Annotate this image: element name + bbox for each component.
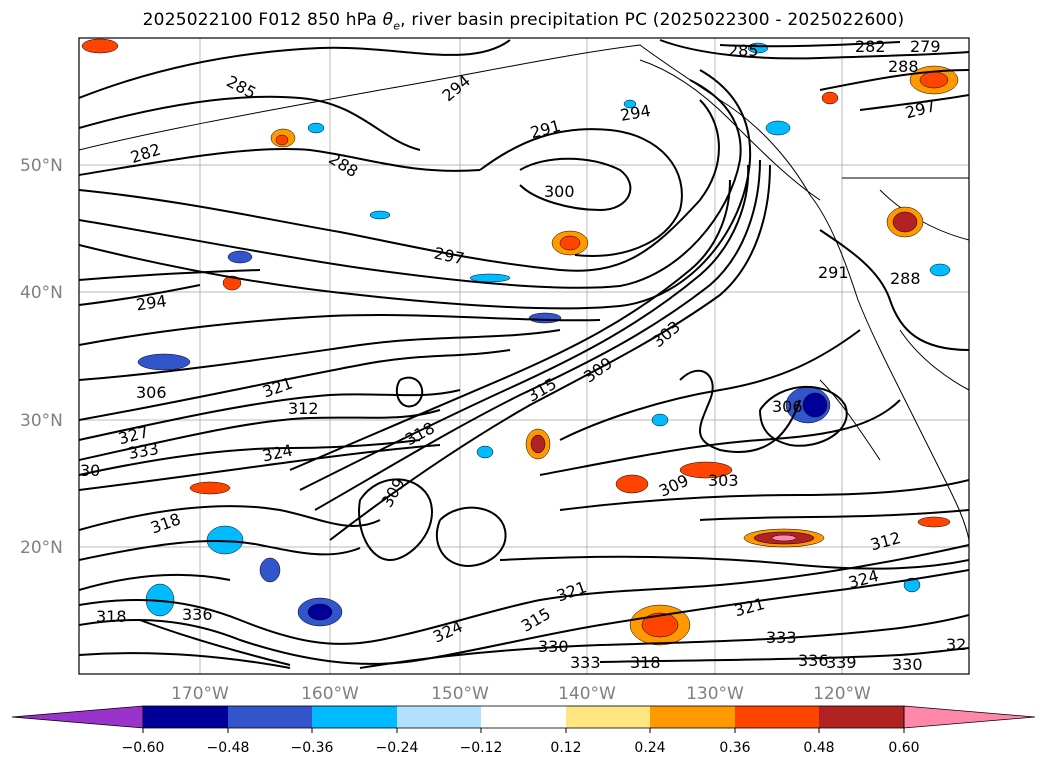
- contour-label: 294: [135, 291, 168, 314]
- contour-label: 318: [630, 653, 661, 672]
- colorbar-segment: [312, 706, 397, 728]
- lat-label: 40°N: [20, 283, 63, 303]
- colorbar-tick-label: −0.36: [291, 740, 334, 756]
- contour-label: 336: [182, 605, 213, 624]
- lat-label: 30°N: [20, 411, 63, 431]
- lon-label: 140°W: [558, 684, 616, 704]
- contour-label: 330: [892, 655, 923, 674]
- lon-label: 150°W: [431, 684, 489, 704]
- contour-label: 279: [910, 37, 941, 56]
- contour-label: 288: [888, 57, 919, 76]
- lon-label: 170°W: [171, 684, 229, 704]
- colorbar-tick-label: −0.24: [376, 740, 419, 756]
- contour-label: 30: [80, 461, 100, 480]
- colorbar-tick-label: 0.60: [888, 740, 919, 756]
- colorbar-tick-label: −0.12: [460, 740, 503, 756]
- contour-label: 285: [728, 41, 759, 60]
- title-symbol: θ: [382, 10, 394, 30]
- colorbar-segment: [735, 706, 819, 728]
- contour-label: 318: [96, 607, 127, 626]
- colorbar-tick-label: 0.36: [719, 740, 750, 756]
- colorbar-segment: [819, 706, 904, 728]
- colorbar: −0.60 −0.48 −0.36 −0.24 −0.12 0.12 0.24 …: [11, 705, 1036, 756]
- longitude-labels: 170°W 160°W 150°W 140°W 130°W 120°W: [171, 684, 871, 704]
- colorbar-extend-max: [903, 705, 1036, 729]
- contour-label: 312: [288, 399, 319, 418]
- contour-label: 32: [946, 635, 966, 654]
- colorbar-extend-min: [11, 705, 144, 729]
- map-title: 2025022100 F012 850 hPa θe, river basin …: [0, 10, 1047, 32]
- colorbar-segment: [650, 706, 735, 728]
- lat-label: 50°N: [20, 156, 63, 176]
- contour-label: 333: [570, 653, 601, 672]
- colorbar-tick-label: 0.12: [550, 740, 581, 756]
- lon-label: 160°W: [301, 684, 359, 704]
- contour-label: 336: [798, 651, 829, 670]
- contour-label: 333: [766, 628, 797, 647]
- contour-label: 282: [855, 37, 886, 56]
- plot-frame: [78, 37, 970, 675]
- contour-label: 303: [708, 471, 739, 490]
- colorbar-tick-label: −0.60: [122, 740, 165, 756]
- contour-label: 291: [818, 263, 849, 282]
- colorbar-tick-label: −0.48: [207, 740, 250, 756]
- title-prefix: 2025022100 F012 850 hPa: [142, 10, 383, 30]
- colorbar-tick-label: 0.24: [634, 740, 665, 756]
- lon-label: 130°W: [686, 684, 744, 704]
- title-symbol-sub: e: [393, 19, 401, 33]
- colorbar-segment: [566, 706, 650, 728]
- latitude-labels: 50°N 40°N 30°N 20°N: [20, 156, 63, 558]
- contour-label: 300: [544, 182, 575, 201]
- lat-label: 20°N: [20, 538, 63, 558]
- contour-label: 339: [826, 653, 857, 672]
- colorbar-segment: [143, 706, 228, 728]
- plot-area: [79, 38, 969, 674]
- colorbar-segment: [481, 706, 566, 728]
- contour-label: 306: [772, 397, 803, 416]
- colorbar-tick-label: 0.48: [803, 740, 834, 756]
- colorbar-segment: [397, 706, 481, 728]
- colorbar-segment: [228, 706, 312, 728]
- theta-e-contours: [79, 39, 969, 669]
- contour-label: 306: [136, 383, 167, 402]
- contour-label: 288: [890, 269, 921, 288]
- lon-label: 120°W: [813, 684, 871, 704]
- contour-label: 330: [538, 637, 569, 656]
- title-suffix: , river basin precipitation PC (20250223…: [400, 10, 905, 30]
